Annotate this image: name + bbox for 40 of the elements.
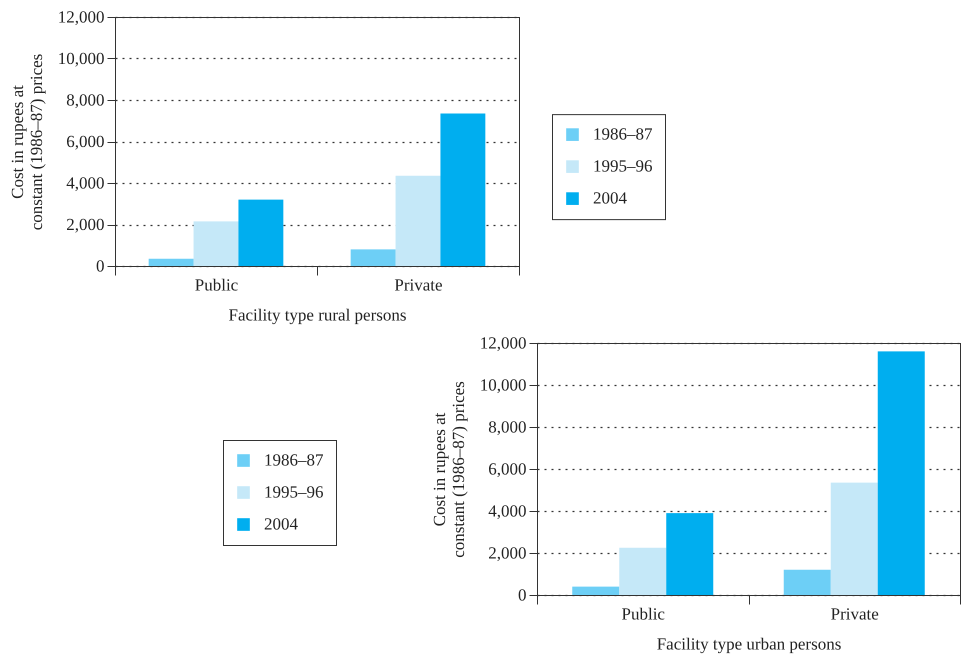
y-tick-label: 0: [518, 586, 526, 604]
y-tick-label: 0: [96, 256, 104, 276]
x-tick-label: Private: [830, 604, 879, 624]
bar: [194, 221, 238, 266]
bar: [238, 200, 284, 266]
bar: [350, 249, 396, 266]
bar: [440, 113, 486, 266]
y-tick-label: 2,000: [66, 215, 104, 234]
x-axis-title: Facility type rural persons: [228, 306, 406, 324]
y-tick-label: 6,000: [66, 132, 104, 151]
legend-label: 2004: [264, 514, 298, 534]
bar: [666, 513, 714, 595]
legend-label: 1986–87: [264, 450, 324, 470]
bar: [148, 258, 194, 266]
legend-label: 1995–96: [593, 156, 652, 176]
x-tick-label: Public: [194, 276, 239, 294]
bar: [572, 586, 620, 595]
y-tick-label: 8,000: [488, 418, 526, 436]
x-tick-label: Public: [622, 604, 666, 624]
x-tick-label: Private: [394, 276, 443, 294]
bar: [396, 176, 440, 266]
bar: [830, 482, 878, 595]
y-axis-title: Cost in rupees at constant (1986–87) prices: [8, 54, 46, 230]
legend-label: 1995–96: [264, 482, 324, 502]
x-axis-title: Facility type urban persons: [656, 634, 842, 654]
y-tick-label: 12,000: [480, 334, 526, 352]
y-tick-label: 10,000: [480, 376, 526, 394]
legend-label: 1986–87: [593, 124, 653, 144]
y-tick-label: 2,000: [488, 544, 526, 562]
bar: [878, 351, 925, 595]
y-axis-title: Cost in rupees at constant (1986–87) prices: [430, 381, 468, 558]
bar: [784, 570, 831, 595]
y-tick-label: 4,000: [488, 502, 526, 520]
bar: [619, 548, 666, 595]
y-tick-label: 6,000: [488, 460, 526, 478]
y-tick-label: 8,000: [66, 90, 104, 110]
y-tick-label: 4,000: [66, 174, 104, 192]
y-tick-label: 12,000: [58, 8, 104, 26]
y-tick-label: 10,000: [58, 49, 104, 68]
legend-label: 2004: [593, 188, 628, 208]
